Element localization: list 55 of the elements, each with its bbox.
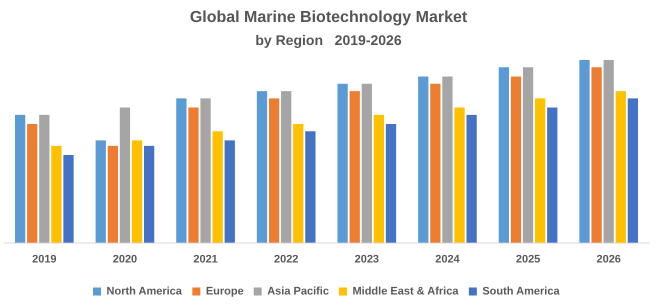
bar <box>224 140 235 243</box>
x-tick-label: 2023 <box>354 253 380 266</box>
bar <box>108 146 118 243</box>
bar <box>498 67 510 243</box>
bar <box>39 114 50 243</box>
bar <box>418 76 428 243</box>
x-tick-label: 2021 <box>193 253 218 266</box>
bar <box>430 84 440 243</box>
bar <box>442 76 453 243</box>
bar <box>535 98 546 243</box>
bar <box>293 124 304 243</box>
legend-label: Asia Pacific <box>267 286 329 298</box>
bar <box>305 131 316 243</box>
x-tick-label: 2019 <box>32 253 57 266</box>
bar <box>200 98 211 243</box>
bar <box>132 140 142 243</box>
bar <box>604 60 614 243</box>
bar <box>188 108 199 243</box>
bar <box>466 114 477 243</box>
chart-title: Global Marine Biotechnology Market <box>188 8 468 28</box>
x-tick-label: 2026 <box>596 253 621 266</box>
x-tick-label: 2020 <box>112 253 138 266</box>
x-tick-label: 2022 <box>274 253 298 266</box>
bar <box>337 84 348 243</box>
bar <box>374 114 384 243</box>
legend-label: Europe <box>206 286 244 298</box>
bar <box>144 146 154 243</box>
bar <box>579 60 590 243</box>
bar <box>547 108 558 243</box>
bar <box>616 91 626 243</box>
bar <box>176 98 187 243</box>
bar <box>120 108 130 243</box>
legend-label: South America <box>482 286 560 298</box>
bar <box>27 124 38 243</box>
bar <box>628 98 638 243</box>
bar <box>522 67 534 243</box>
bar <box>212 131 223 243</box>
x-tick-label: 2024 <box>435 253 461 266</box>
bar <box>350 91 360 243</box>
bar <box>591 67 602 243</box>
x-tick-label: 2025 <box>516 253 540 266</box>
bar <box>51 146 62 243</box>
bar <box>63 155 74 243</box>
bar <box>362 84 372 243</box>
bar <box>96 140 106 243</box>
legend-label: Middle East & Africa <box>352 286 460 298</box>
bar <box>510 76 522 243</box>
bar <box>386 124 396 243</box>
bar <box>14 114 26 243</box>
bar <box>268 98 280 243</box>
bar <box>281 91 292 243</box>
bar <box>454 108 465 243</box>
legend-label: North America <box>106 286 183 298</box>
bar <box>256 91 268 243</box>
chart-subtitle: by Region 2019-2026 <box>254 32 403 48</box>
